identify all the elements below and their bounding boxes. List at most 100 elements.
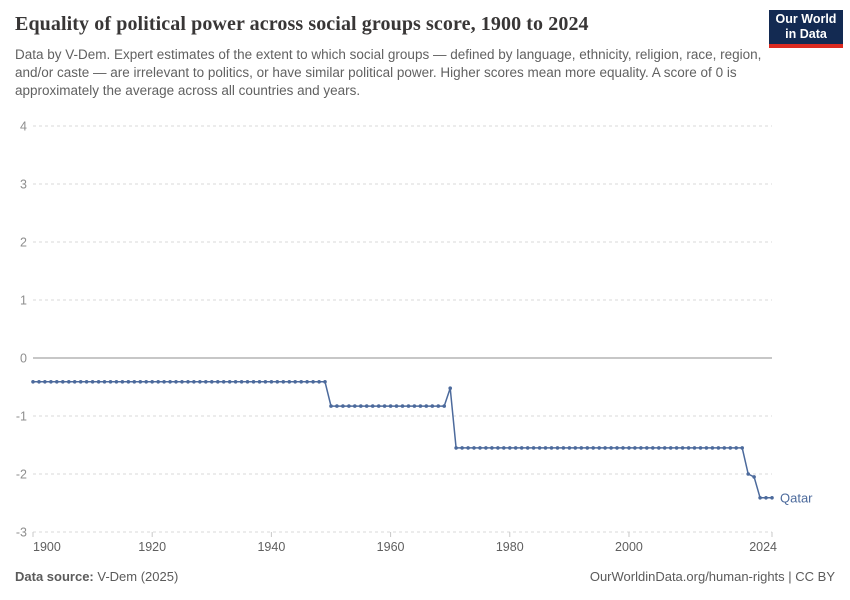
data-point (668, 446, 673, 450)
data-point (543, 446, 548, 450)
data-point (120, 380, 125, 384)
owid-logo-line2: in Data (785, 27, 827, 41)
data-point (746, 472, 750, 476)
data-source: Data source: V-Dem (2025) (15, 569, 178, 584)
data-point (49, 380, 53, 384)
data-point (424, 404, 429, 408)
data-point (287, 380, 292, 384)
data-point (150, 380, 154, 384)
data-point (448, 386, 453, 391)
data-point (484, 446, 488, 450)
data-point (347, 404, 351, 408)
data-point (513, 446, 518, 450)
data-point (591, 446, 595, 450)
data-source-label: Data source: (15, 569, 94, 584)
data-point (370, 404, 375, 408)
entity-label-qatar[interactable]: Qatar (780, 490, 813, 505)
data-point (138, 380, 143, 384)
data-point (519, 446, 524, 450)
data-point (114, 380, 119, 384)
y-tick-label: 2 (20, 236, 27, 250)
data-point (496, 446, 500, 450)
data-point (263, 380, 268, 384)
data-point (293, 380, 298, 384)
credit-link[interactable]: OurWorldinData.org/human-rights | CC BY (589, 569, 835, 584)
data-point (180, 380, 184, 384)
data-point (61, 380, 65, 384)
data-point (561, 446, 566, 450)
data-point (90, 380, 95, 384)
data-point (567, 446, 572, 450)
data-point (722, 446, 727, 450)
data-point (281, 380, 286, 384)
data-point (633, 446, 637, 450)
data-point (490, 446, 494, 450)
data-point (627, 446, 631, 450)
data-point (299, 380, 304, 384)
data-point (639, 446, 643, 450)
data-point (454, 446, 458, 450)
chart-subtitle: Data by V-Dem. Expert estimates of the e… (15, 47, 762, 98)
data-point (752, 475, 756, 479)
data-point (472, 446, 476, 450)
owid-logo[interactable]: Our World in Data (769, 10, 843, 48)
data-point (460, 446, 464, 450)
data-point (186, 380, 190, 384)
x-tick-label: 1980 (496, 540, 524, 554)
data-point (192, 380, 196, 384)
x-tick-label: 1940 (257, 540, 285, 554)
x-axis: 1900 1920 1940 1960 1980 2000 2024 (32, 532, 777, 554)
data-point (162, 380, 166, 384)
data-point (275, 380, 280, 384)
data-point (615, 446, 619, 450)
data-point (728, 446, 733, 450)
data-point (662, 446, 667, 450)
data-point (245, 380, 250, 384)
data-point (740, 446, 744, 450)
data-point (710, 446, 715, 450)
y-tick-label: 0 (20, 352, 27, 366)
data-point (132, 380, 137, 384)
data-point (323, 380, 327, 384)
data-point (603, 446, 607, 450)
data-point (716, 446, 721, 450)
data-point (43, 380, 47, 384)
data-point (555, 446, 560, 450)
owid-logo-line1: Our World (775, 12, 837, 26)
data-point (406, 404, 411, 408)
y-tick-label: 1 (20, 294, 27, 308)
data-point (329, 404, 333, 408)
y-tick-label: -2 (16, 468, 27, 482)
data-point (210, 380, 214, 384)
data-point (686, 446, 691, 450)
data-point (442, 404, 447, 408)
line-series-qatar[interactable] (31, 380, 774, 500)
data-point (359, 404, 363, 408)
y-tick-label: -3 (16, 526, 27, 540)
data-point (198, 380, 202, 384)
data-point (436, 404, 441, 408)
gridlines (33, 125, 772, 533)
data-point (674, 446, 679, 450)
qatar-line (33, 381, 772, 499)
data-point (305, 380, 309, 384)
data-point (758, 496, 762, 500)
y-tick-label: 4 (20, 120, 27, 134)
data-point (478, 446, 482, 450)
data-point (257, 380, 262, 384)
data-point (335, 404, 339, 408)
data-point (269, 380, 274, 384)
data-point (645, 446, 649, 450)
data-point (770, 496, 774, 500)
data-point (621, 446, 625, 450)
data-point (341, 404, 345, 408)
data-point (168, 380, 172, 384)
data-point (412, 404, 417, 408)
data-point (221, 380, 226, 384)
data-point (233, 380, 238, 384)
y-axis-labels: 4 3 2 1 0 -1 -2 -3 (16, 120, 27, 540)
data-point (102, 380, 107, 384)
data-point (508, 446, 512, 450)
data-point (651, 446, 655, 450)
data-point (692, 446, 697, 450)
